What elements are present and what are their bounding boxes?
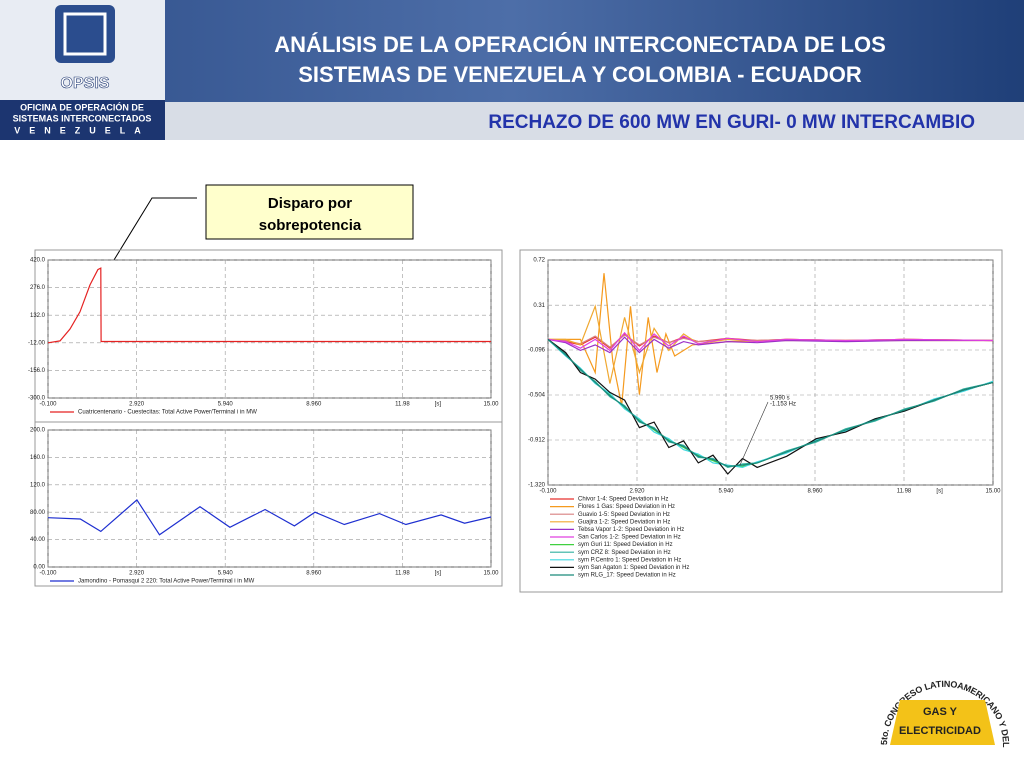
series-line bbox=[547, 338, 994, 467]
x-axis-label: [s] bbox=[435, 402, 442, 408]
legend-label: San Carlos 1-2: Speed Deviation in Hz bbox=[578, 535, 681, 541]
callout-pointer bbox=[105, 197, 197, 274]
legend-label: Guajira 1-2: Speed Deviation in Hz bbox=[578, 519, 670, 525]
annotation: -1.153 Hz bbox=[770, 402, 796, 408]
logo-line: VENEZUELA bbox=[14, 125, 150, 135]
subtitle: RECHAZO DE 600 MW EN GURI- 0 MW INTERCAM… bbox=[488, 112, 975, 133]
y-tick-label: 40.00 bbox=[30, 537, 46, 543]
y-tick-label: 160.0 bbox=[30, 455, 46, 461]
header-band bbox=[0, 0, 1024, 102]
footer-text: ELECTRICIDAD bbox=[899, 725, 981, 737]
annotation: 5.990 s bbox=[770, 396, 790, 402]
y-tick-label: 0.00 bbox=[33, 565, 45, 571]
callout-box bbox=[205, 184, 414, 240]
y-tick-label: 120.0 bbox=[30, 482, 46, 488]
x-tick-label: 8.960 bbox=[306, 402, 322, 408]
y-tick-label: 420.0 bbox=[30, 258, 46, 264]
y-tick-label: 276.0 bbox=[30, 285, 46, 291]
x-tick-label: -0.100 bbox=[39, 571, 57, 577]
series-line bbox=[547, 336, 993, 354]
legend-label: sym Guri 11: Speed Deviation in Hz bbox=[578, 542, 673, 548]
x-axis-label: [s] bbox=[936, 489, 943, 495]
legend-label: Cuatricentenario - Cuestecitas: Total Ac… bbox=[78, 410, 257, 416]
y-tick-label: 132.0 bbox=[30, 313, 46, 319]
y-tick-label: -1.320 bbox=[528, 483, 546, 489]
x-tick-label: -0.100 bbox=[39, 402, 57, 408]
footer-text: GAS Y bbox=[923, 706, 958, 718]
plot-area bbox=[47, 259, 492, 399]
series-line bbox=[547, 331, 994, 352]
logo-bar bbox=[0, 100, 165, 140]
x-tick-label: 5.940 bbox=[718, 489, 734, 495]
chart-frame bbox=[34, 249, 503, 587]
callout-text: sobrepotencia bbox=[259, 217, 362, 234]
legend-label: Chivor 1-4: Speed Deviation in Hz bbox=[578, 497, 668, 503]
logo-icon bbox=[55, 5, 115, 63]
plot-area bbox=[47, 429, 492, 568]
logo-name: OPSIS bbox=[61, 75, 110, 92]
logo-grid bbox=[63, 12, 107, 56]
x-tick-label: 2.920 bbox=[129, 402, 145, 408]
title: SISTEMAS DE VENEZUELA Y COLOMBIA - ECUAD… bbox=[298, 62, 862, 87]
logo-line: SISTEMAS INTERCONECTADOS bbox=[13, 113, 152, 123]
chart-frame bbox=[519, 249, 1003, 593]
x-tick-label: 5.940 bbox=[218, 402, 234, 408]
x-tick-label: 8.960 bbox=[306, 571, 322, 577]
callout-text: Disparo por bbox=[268, 195, 352, 212]
y-tick-label: 200.0 bbox=[30, 428, 46, 434]
legend-label: sym RLG_17: Speed Deviation in Hz bbox=[578, 573, 676, 579]
x-tick-label: 11.98 bbox=[395, 402, 410, 408]
series-line bbox=[47, 498, 492, 536]
x-tick-label: -0.100 bbox=[539, 489, 557, 495]
legend-label: sym CRZ 8: Speed Deviation in Hz bbox=[578, 550, 671, 556]
x-tick-label: 8.960 bbox=[807, 489, 823, 495]
y-tick-label: -0.096 bbox=[528, 348, 546, 354]
y-tick-label: 0.31 bbox=[533, 303, 545, 309]
legend-label: sym San Agaton 1: Speed Deviation in Hz bbox=[578, 565, 689, 571]
y-tick-label: -0.504 bbox=[528, 393, 546, 399]
legend-label: Tebsa Vapor 1-2: Speed Deviation in Hz bbox=[578, 527, 684, 533]
annotation-pointer bbox=[739, 401, 769, 466]
x-axis-label: [s] bbox=[435, 571, 442, 577]
y-tick-label: -12.00 bbox=[28, 340, 46, 346]
y-tick-label: 0.72 bbox=[533, 258, 545, 264]
x-tick-label: 15.00 bbox=[985, 489, 1001, 495]
x-tick-label: 11.98 bbox=[395, 571, 410, 577]
x-tick-label: 15.00 bbox=[483, 402, 499, 408]
series-line bbox=[47, 267, 491, 344]
title: ANÁLISIS DE LA OPERACIÓN INTERCONECTADA … bbox=[274, 32, 886, 57]
footer-badge bbox=[890, 700, 995, 745]
x-tick-label: 2.920 bbox=[129, 571, 145, 577]
legend-label: Flores 1 Gas: Speed Deviation in Hz bbox=[578, 504, 675, 510]
x-tick-label: 15.00 bbox=[483, 571, 499, 577]
y-tick-label: -156.0 bbox=[28, 368, 46, 374]
y-tick-label: -300.0 bbox=[28, 396, 46, 402]
subtitle-band bbox=[165, 102, 1024, 140]
legend-label: Guavio 1-5: Speed Deviation in Hz bbox=[578, 512, 670, 518]
logo-line: OFICINA DE OPERACIÓN DE bbox=[20, 101, 144, 112]
x-tick-label: 11.98 bbox=[897, 489, 912, 495]
x-tick-label: 5.940 bbox=[218, 571, 234, 577]
y-tick-label: -0.912 bbox=[528, 438, 546, 444]
legend-label: sym P.Centro 1: Speed Deviation in Hz bbox=[578, 557, 681, 563]
legend-label: Jamondino - Pomasqui 2 220: Total Active… bbox=[78, 579, 255, 585]
x-tick-label: 2.920 bbox=[629, 489, 645, 495]
y-tick-label: 80.00 bbox=[30, 510, 46, 516]
